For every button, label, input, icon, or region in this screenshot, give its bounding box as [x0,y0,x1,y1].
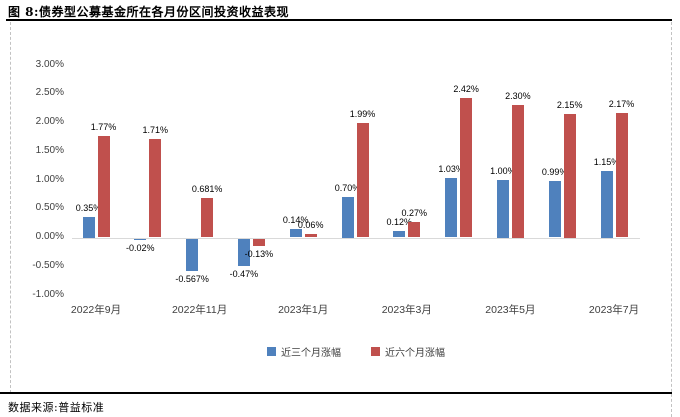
legend-swatch [267,347,276,356]
bar [548,180,561,238]
bar [408,221,421,238]
bar [149,139,162,238]
bar-value-label: 2.15% [556,99,583,110]
footer-divider [0,392,672,394]
bar-value-label: 2.30% [505,91,531,102]
legend-item: 近三个月涨幅 [267,344,341,359]
x-axis-tick-label: 2023年5月 [485,304,536,316]
x-axis-tick-label: 2023年7月 [588,304,640,316]
bar [496,180,509,238]
bar-value-label: 0.35% [75,203,102,214]
bar-value-label: -0.02% [126,242,155,253]
bar [460,98,473,238]
x-axis-tick-label: 2023年3月 [381,304,432,316]
bar-value-label: 1.77% [90,121,117,132]
bar [134,238,147,240]
y-axis-tick-label: 0.00% [35,231,64,242]
y-axis-tick-label: 2.00% [35,116,64,127]
chart-canvas: 3.00% 2.50% 2.00% 1.50% 1.00% 0.50% 0.00% -0.50… [10,22,671,393]
chart-legend: 近三个月涨幅 近六个月涨幅 [72,344,640,359]
x-axis-tick-label: 2023年1月 [278,304,329,316]
x-axis-line [72,237,640,239]
data-source: 数据来源:普益标准 [8,401,105,414]
figure-title: 图 8:债券型公募基金所在各月份区间投资收益表现 [8,5,289,19]
bar-value-label: -0.13% [244,248,274,259]
title-divider [6,19,672,21]
legend-swatch [371,347,380,356]
y-axis-tick-label: 3.00% [35,58,64,70]
bar-value-label: 1.99% [349,109,376,120]
bar-value-label: 0.27% [401,207,428,218]
bar [304,234,317,238]
bar [237,238,250,266]
legend-label: 近三个月涨幅 [281,348,341,359]
legend-item: 近六个月涨幅 [371,344,445,359]
bar-value-label: 0.12% [386,216,413,227]
bar [615,112,628,238]
y-axis-tick-label: 0.50% [35,202,64,214]
bar [563,113,576,238]
y-axis-tick-label: -0.50% [32,259,64,271]
bar-value-label: 2.17% [608,98,635,109]
bar-value-label: -0.47% [229,268,259,279]
y-axis-tick-label: -1.00% [32,288,64,300]
bar [445,178,458,238]
bar [511,105,524,238]
bar [289,229,302,238]
bar-value-label: 0.14% [282,215,309,226]
chart-border-left [10,22,11,393]
y-axis-tick-label: 2.50% [35,87,64,99]
bar [600,171,613,238]
bar [82,217,95,238]
chart-border-right [671,22,672,417]
bar-value-label: 1.15% [593,157,620,168]
bar-value-label: 0.70% [334,183,361,194]
bar [186,238,199,272]
y-axis-tick-label: 1.50% [35,144,64,156]
bar [97,135,110,238]
legend-label: 近六个月涨幅 [385,348,445,359]
bar [341,197,354,238]
bar-value-label: 1.00% [490,166,516,176]
bar-value-label: -0.567% [175,274,209,285]
bar [356,123,369,238]
bar-value-label: 2.42% [453,84,479,95]
bar [201,198,214,238]
x-axis-tick-label: 2022年9月 [70,304,122,316]
bar-value-label: 1.03% [438,164,464,175]
bar-value-label: 0.99% [541,166,568,177]
x-axis-tick-label: 2022年11月 [171,304,228,316]
bar [393,230,406,238]
bar-value-label: 0.06% [297,220,324,231]
bar-value-label: 1.71% [142,125,169,136]
y-axis-tick-label: 1.00% [35,173,64,185]
bar-value-label: 0.681% [191,184,223,195]
bar [252,238,265,246]
